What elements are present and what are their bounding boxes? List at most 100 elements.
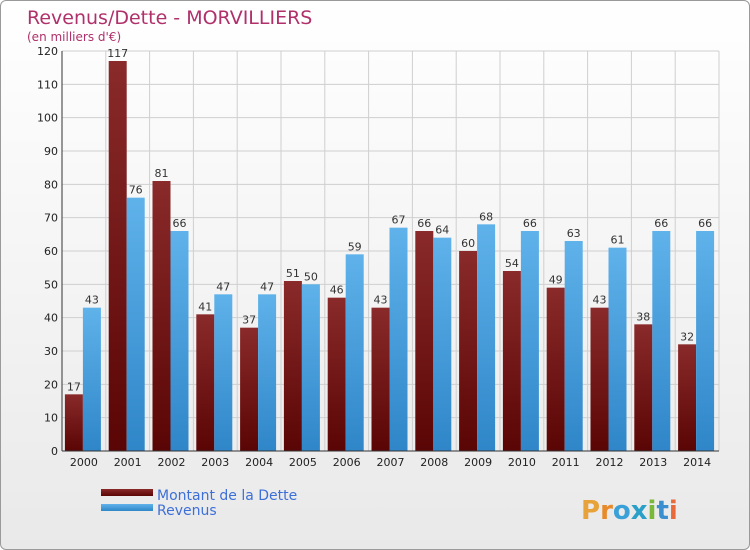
value-label-revenus: 66 [654,217,668,230]
value-label-revenus: 76 [129,184,143,197]
y-tick-label: 120 [37,45,58,58]
bar-dette [327,297,346,451]
bar-dette [196,314,215,451]
value-label-dette: 32 [680,330,694,343]
x-tick-label: 2013 [639,456,667,469]
legend: Montant de la Dette Revenus [101,488,297,519]
bar-revenus [564,241,583,451]
bar-revenus [301,284,320,451]
bar-revenus [214,294,233,451]
legend-swatch-debt [101,489,153,496]
bar-dette [459,251,478,451]
value-label-revenus: 67 [392,214,406,227]
bar-revenus [477,224,496,451]
x-tick-label: 2000 [70,456,98,469]
bar-dette [678,344,697,451]
bar-dette [546,287,565,451]
svg-text:Proxiti: Proxiti [581,496,678,526]
bar-dette [634,324,653,451]
value-label-revenus: 66 [698,217,712,230]
bar-revenus [126,197,145,451]
value-label-dette: 17 [67,380,81,393]
y-tick-label: 30 [44,345,58,358]
chart-title: Revenus/Dette - MORVILLIERS [27,7,312,29]
x-tick-label: 2007 [377,456,405,469]
value-label-dette: 81 [155,167,169,180]
value-label-dette: 51 [286,267,300,280]
y-tick-label: 10 [44,412,58,425]
bar-revenus [345,254,364,451]
y-tick-label: 50 [44,278,58,291]
bar-revenus [389,227,408,451]
x-tick-label: 2006 [333,456,361,469]
value-label-revenus: 68 [479,210,493,223]
x-tick-label: 2008 [420,456,448,469]
x-tick-label: 2012 [596,456,624,469]
value-label-dette: 46 [330,284,344,297]
value-label-revenus: 64 [435,224,449,237]
x-tick-label: 2014 [683,456,711,469]
value-label-dette: 43 [593,294,607,307]
value-label-revenus: 66 [523,217,537,230]
value-label-revenus: 63 [567,227,581,240]
bar-dette [152,181,171,451]
value-label-revenus: 43 [85,294,99,307]
y-tick-label: 20 [44,378,58,391]
bar-revenus [170,231,189,451]
bar-dette [371,307,390,451]
y-tick-label: 90 [44,145,58,158]
x-tick-label: 2002 [158,456,186,469]
bar-revenus [258,294,277,451]
x-tick-label: 2009 [464,456,492,469]
value-label-dette: 37 [242,314,256,327]
y-tick-label: 60 [44,245,58,258]
bar-revenus [608,247,627,451]
bar-dette [283,281,302,451]
x-tick-label: 2001 [114,456,142,469]
y-tick-label: 40 [44,312,58,325]
x-tick-label: 2003 [201,456,229,469]
value-label-dette: 54 [505,257,519,270]
value-label-revenus: 50 [304,270,318,283]
bar-dette [64,394,83,451]
value-label-dette: 117 [107,47,128,60]
value-label-revenus: 47 [216,280,230,293]
legend-label-revenus: Revenus [157,503,217,519]
proxiti-logo: Proxiti [581,496,678,526]
bar-dette [590,307,609,451]
bar-dette [415,231,434,451]
axes: 0 10 20 30 40 50 60 70 80 90 100 110 120 2000 2001 2002… [37,45,719,469]
bar-revenus [696,231,715,451]
x-tick-label: 2011 [552,456,580,469]
bar-revenus [652,231,671,451]
x-tick-label: 2005 [289,456,317,469]
value-label-dette: 66 [417,217,431,230]
bar-dette [108,61,127,451]
bar-revenus [433,237,452,451]
x-tick-label: 2004 [245,456,273,469]
y-tick-label: 100 [37,112,58,125]
y-tick-label: 80 [44,178,58,191]
value-label-revenus: 59 [348,240,362,253]
value-label-revenus: 47 [260,280,274,293]
value-label-dette: 49 [549,274,563,287]
x-tick-label: 2010 [508,456,536,469]
bar-dette [240,327,259,451]
value-label-dette: 43 [374,294,388,307]
y-tick-label: 70 [44,212,58,225]
bar-revenus [520,231,539,451]
value-label-revenus: 66 [173,217,187,230]
bar-revenus [82,307,101,451]
y-tick-label: 110 [37,78,58,91]
y-tick-label: 0 [51,445,58,458]
value-label-revenus: 61 [611,234,625,247]
value-label-dette: 41 [198,300,212,313]
chart-subtitle: (en milliers d'€) [27,30,121,44]
bars: 17 43 117 76 81 66 41 47 37 47 51 50 46 59 43 67 66 64 60 6… [64,47,715,451]
value-label-dette: 60 [461,237,475,250]
legend-label-debt: Montant de la Dette [157,488,297,504]
bar-dette [502,271,521,451]
legend-swatch-revenus [101,504,153,511]
